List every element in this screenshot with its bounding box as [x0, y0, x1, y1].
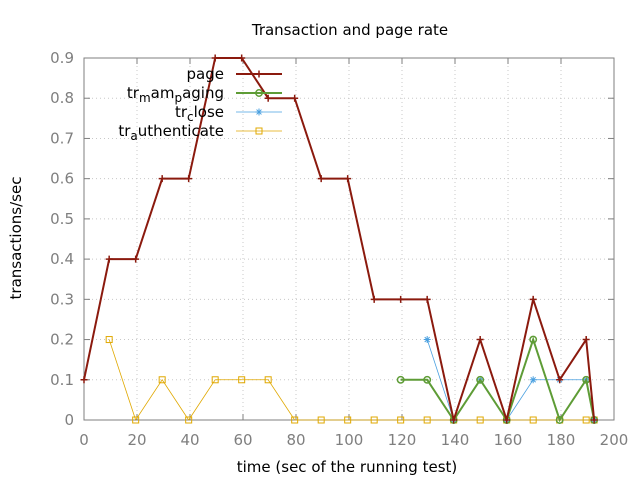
x-tick-label: 40	[180, 431, 199, 449]
x-tick-label: 60	[233, 431, 252, 449]
x-tick-label: 160	[494, 431, 523, 449]
legend-item: page	[187, 65, 282, 83]
y-tick-label: 0.4	[50, 250, 74, 268]
y-tick-label: 0.5	[50, 210, 74, 228]
series-layer	[80, 54, 599, 424]
series-line	[108, 339, 595, 421]
data-point	[291, 416, 299, 424]
y-tick-label: 0.1	[50, 371, 74, 389]
series-trauthenticate	[105, 336, 598, 424]
data-point	[158, 175, 166, 183]
data-point	[529, 295, 537, 303]
data-point	[423, 336, 431, 344]
legend-label: trauthenticate	[118, 122, 224, 143]
data-point	[529, 335, 538, 344]
data-point	[238, 376, 246, 384]
data-point	[529, 416, 537, 424]
data-point	[344, 175, 352, 183]
y-tick-label: 0.6	[50, 170, 74, 188]
data-point	[158, 376, 166, 384]
legend-label: trmampaging	[127, 84, 224, 105]
data-point	[590, 416, 598, 424]
series-page	[80, 54, 598, 424]
legend-item: trclose	[175, 103, 282, 124]
data-point	[211, 54, 219, 62]
data-point	[555, 416, 564, 424]
data-point	[370, 295, 378, 303]
data-point	[396, 375, 405, 384]
data-point	[317, 175, 325, 183]
legend-marker	[255, 70, 263, 78]
data-point	[582, 416, 590, 424]
data-point	[132, 255, 140, 263]
x-tick-label: 100	[335, 431, 364, 449]
y-tick-label: 0.7	[50, 129, 74, 147]
x-tick-label: 80	[286, 431, 305, 449]
data-point	[423, 375, 432, 384]
data-point	[423, 295, 431, 303]
chart-title: Transaction and page rate	[251, 21, 448, 39]
x-tick-label: 140	[441, 431, 470, 449]
data-point	[529, 376, 537, 384]
legend-label: trclose	[175, 103, 224, 124]
y-tick-label: 0.3	[50, 290, 74, 308]
data-point	[132, 416, 140, 424]
data-point	[450, 416, 458, 424]
axis-ticks: 0 20 40 60 80 100 120 140 160 180 200 0 0.1 0.2 0.3 0.4…	[50, 49, 628, 449]
legend-item: trauthenticate	[118, 122, 282, 143]
y-axis-label: transactions/sec	[7, 177, 25, 300]
x-tick-label: 0	[79, 431, 89, 449]
data-point	[264, 376, 272, 384]
data-point	[185, 416, 193, 424]
legend-item: trmampaging	[127, 84, 282, 105]
data-point	[370, 416, 378, 424]
data-point	[238, 54, 246, 62]
y-tick-label: 0.2	[50, 331, 74, 349]
legend-marker	[255, 89, 263, 97]
x-tick-label: 180	[547, 431, 576, 449]
data-point	[211, 376, 219, 384]
x-tick-label: 120	[388, 431, 417, 449]
data-point	[105, 336, 113, 344]
data-point	[185, 175, 193, 183]
x-tick-label: 20	[127, 431, 146, 449]
data-point	[556, 376, 564, 384]
x-axis-label: time (sec of the running test)	[237, 458, 458, 476]
y-tick-label: 0.8	[50, 89, 74, 107]
series-line	[83, 57, 596, 424]
data-point	[397, 295, 405, 303]
data-point	[423, 416, 431, 424]
data-point	[503, 416, 511, 424]
y-tick-label: 0.9	[50, 49, 74, 67]
data-point	[291, 94, 299, 102]
legend-marker	[255, 127, 263, 135]
x-tick-label: 200	[600, 431, 629, 449]
data-point	[476, 375, 485, 384]
grid	[84, 58, 614, 420]
data-point	[397, 416, 405, 424]
data-point	[476, 416, 484, 424]
data-point	[80, 376, 88, 384]
legend-marker	[255, 108, 263, 116]
data-point	[264, 94, 272, 102]
data-point	[582, 336, 590, 344]
legend-label: page	[187, 65, 224, 83]
data-point	[344, 416, 352, 424]
data-point	[105, 255, 113, 263]
data-point	[476, 336, 484, 344]
y-tick-label: 0	[64, 411, 74, 429]
data-point	[317, 416, 325, 424]
